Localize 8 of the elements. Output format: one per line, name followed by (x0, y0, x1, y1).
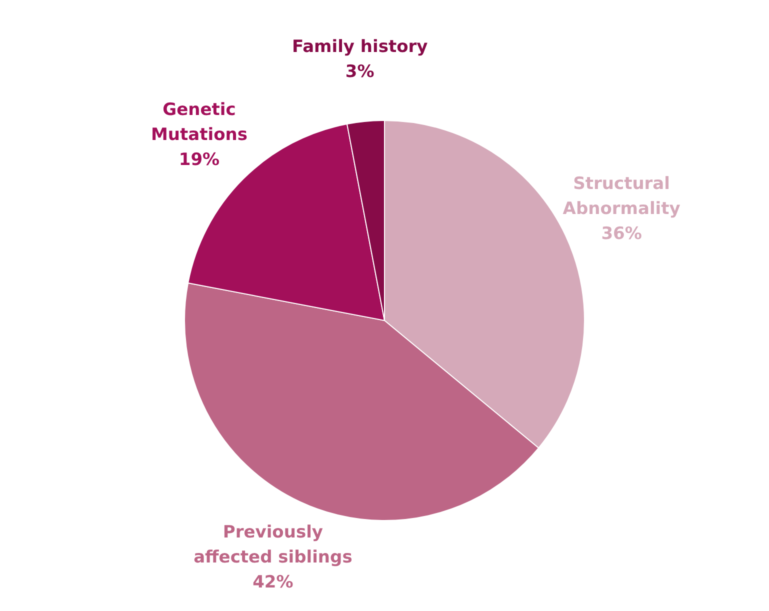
slice-label: Structural Abnormality (562, 174, 680, 219)
data-label: 36% (601, 224, 642, 244)
data-label: 42% (252, 572, 294, 593)
slice-label: Family history (292, 37, 428, 58)
slice-label: Previously affected siblings (194, 522, 352, 568)
data-label: 19% (178, 150, 220, 170)
slice-label: Genetic Mutations (151, 100, 248, 146)
data-label: 3% (345, 62, 374, 82)
